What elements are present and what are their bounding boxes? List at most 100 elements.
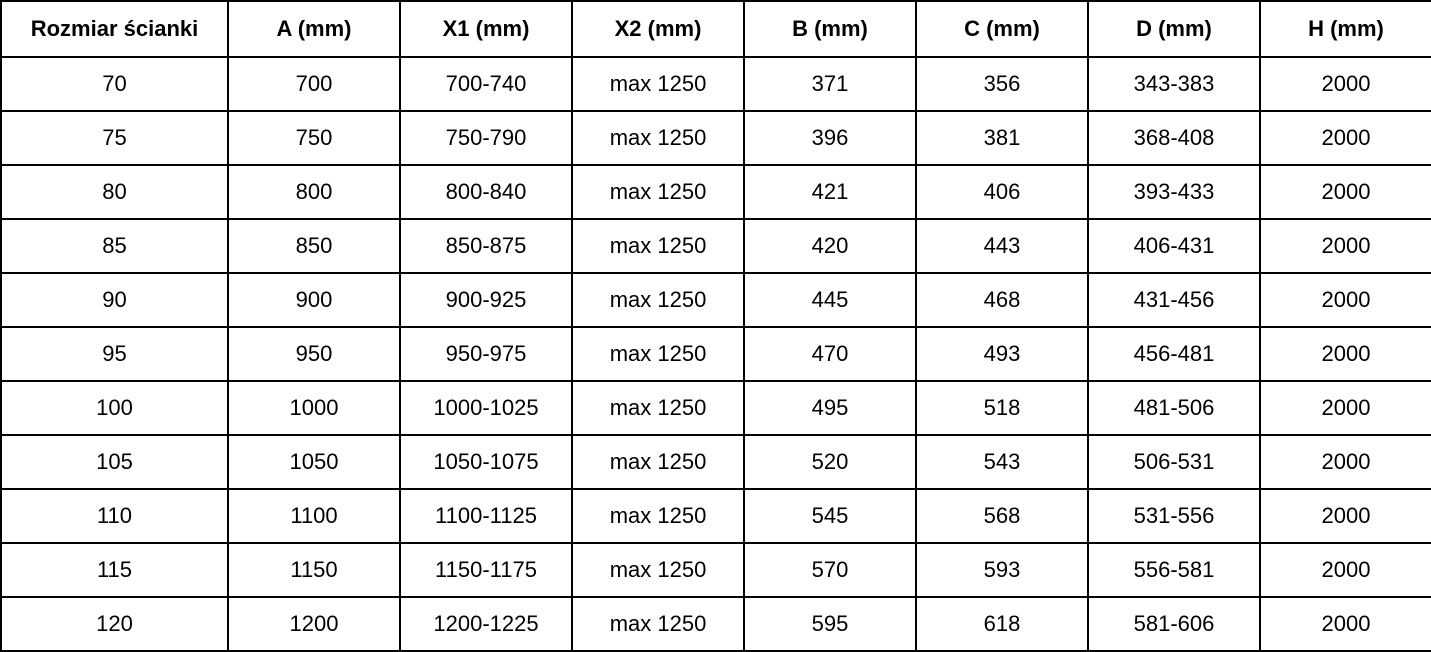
table-cell: 618 bbox=[915, 596, 1089, 652]
table-cell: 518 bbox=[915, 380, 1089, 436]
table-cell: 90 bbox=[0, 272, 229, 328]
table-cell: 2000 bbox=[1259, 434, 1431, 490]
table-cell: 356 bbox=[915, 56, 1089, 112]
table-cell: 120 bbox=[0, 596, 229, 652]
table-row: 120 1200 1200-1225 max 1250 595 618 581-606 200… bbox=[0, 596, 1431, 652]
table-cell: 406 bbox=[915, 164, 1089, 220]
table-row: 75 750 750-790 max 1250 396 381 368-408 2000 bbox=[0, 110, 1431, 166]
table-cell: 1150 bbox=[227, 542, 401, 598]
table-cell: 570 bbox=[743, 542, 917, 598]
table-cell: 105 bbox=[0, 434, 229, 490]
table-cell: 900 bbox=[227, 272, 401, 328]
table-cell: 393-433 bbox=[1087, 164, 1261, 220]
table-cell: 493 bbox=[915, 326, 1089, 382]
table-cell: max 1250 bbox=[571, 272, 745, 328]
table-cell: 2000 bbox=[1259, 380, 1431, 436]
table-cell: 481-506 bbox=[1087, 380, 1261, 436]
table-cell: 1050-1075 bbox=[399, 434, 573, 490]
table-cell: 445 bbox=[743, 272, 917, 328]
table-cell: 456-481 bbox=[1087, 326, 1261, 382]
table-row: 100 1000 1000-1025 max 1250 495 518 481-506 200… bbox=[0, 380, 1431, 436]
table-cell: 95 bbox=[0, 326, 229, 382]
table-cell: 2000 bbox=[1259, 218, 1431, 274]
table-row: 105 1050 1050-1075 max 1250 520 543 506-531 200… bbox=[0, 434, 1431, 490]
table-cell: 406-431 bbox=[1087, 218, 1261, 274]
table-cell: max 1250 bbox=[571, 110, 745, 166]
column-header-x2: X2 (mm) bbox=[571, 0, 745, 58]
table-cell: 2000 bbox=[1259, 488, 1431, 544]
table-cell: 70 bbox=[0, 56, 229, 112]
table-cell: 381 bbox=[915, 110, 1089, 166]
table-cell: 531-556 bbox=[1087, 488, 1261, 544]
table-cell: max 1250 bbox=[571, 488, 745, 544]
table-cell: 1100-1125 bbox=[399, 488, 573, 544]
column-header-rozmiar-scianki: Rozmiar ścianki bbox=[0, 0, 229, 58]
table-cell: 568 bbox=[915, 488, 1089, 544]
table-cell: max 1250 bbox=[571, 56, 745, 112]
table-cell: 2000 bbox=[1259, 164, 1431, 220]
table-cell: 2000 bbox=[1259, 56, 1431, 112]
table-cell: 1150-1175 bbox=[399, 542, 573, 598]
table-cell: max 1250 bbox=[571, 596, 745, 652]
table-header: Rozmiar ścianki A (mm) X1 (mm) X2 (mm) B (mm… bbox=[0, 0, 1431, 58]
table-cell: 850 bbox=[227, 218, 401, 274]
table-cell: 431-456 bbox=[1087, 272, 1261, 328]
table-cell: 543 bbox=[915, 434, 1089, 490]
table-cell: max 1250 bbox=[571, 542, 745, 598]
table-cell: 2000 bbox=[1259, 542, 1431, 598]
table-row: 80 800 800-840 max 1250 421 406 393-433 2000 bbox=[0, 164, 1431, 220]
column-header-a: A (mm) bbox=[227, 0, 401, 58]
table-cell: 506-531 bbox=[1087, 434, 1261, 490]
header-row: Rozmiar ścianki A (mm) X1 (mm) X2 (mm) B (mm… bbox=[0, 0, 1431, 58]
table-cell: 700-740 bbox=[399, 56, 573, 112]
table-cell: 470 bbox=[743, 326, 917, 382]
table-cell: 581-606 bbox=[1087, 596, 1261, 652]
table-cell: 420 bbox=[743, 218, 917, 274]
table-cell: 520 bbox=[743, 434, 917, 490]
table-cell: 110 bbox=[0, 488, 229, 544]
table-cell: 468 bbox=[915, 272, 1089, 328]
table-row: 95 950 950-975 max 1250 470 493 456-481 2000 bbox=[0, 326, 1431, 382]
table-cell: 900-925 bbox=[399, 272, 573, 328]
table-cell: 371 bbox=[743, 56, 917, 112]
table-cell: 85 bbox=[0, 218, 229, 274]
table-cell: 2000 bbox=[1259, 596, 1431, 652]
table-cell: 1200 bbox=[227, 596, 401, 652]
table-cell: 2000 bbox=[1259, 272, 1431, 328]
table-cell: 75 bbox=[0, 110, 229, 166]
table-cell: 800 bbox=[227, 164, 401, 220]
column-header-c: C (mm) bbox=[915, 0, 1089, 58]
table-cell: 100 bbox=[0, 380, 229, 436]
column-header-d: D (mm) bbox=[1087, 0, 1261, 58]
table-row: 85 850 850-875 max 1250 420 443 406-431 2000 bbox=[0, 218, 1431, 274]
table-cell: max 1250 bbox=[571, 380, 745, 436]
column-header-x1: X1 (mm) bbox=[399, 0, 573, 58]
table-row: 110 1100 1100-1125 max 1250 545 568 531-556 200… bbox=[0, 488, 1431, 544]
table-cell: max 1250 bbox=[571, 434, 745, 490]
table-cell: 595 bbox=[743, 596, 917, 652]
table-cell: 800-840 bbox=[399, 164, 573, 220]
table-cell: 2000 bbox=[1259, 326, 1431, 382]
table-cell: max 1250 bbox=[571, 218, 745, 274]
table-cell: 950-975 bbox=[399, 326, 573, 382]
table-cell: 750 bbox=[227, 110, 401, 166]
table-row: 70 700 700-740 max 1250 371 356 343-383 2000 bbox=[0, 56, 1431, 112]
table-cell: 443 bbox=[915, 218, 1089, 274]
table-cell: 700 bbox=[227, 56, 401, 112]
table-cell: 343-383 bbox=[1087, 56, 1261, 112]
table-cell: 556-581 bbox=[1087, 542, 1261, 598]
table-body: 70 700 700-740 max 1250 371 356 343-383 2000 75 7… bbox=[0, 56, 1431, 652]
table-cell: 950 bbox=[227, 326, 401, 382]
column-header-h: H (mm) bbox=[1259, 0, 1431, 58]
table-row: 115 1150 1150-1175 max 1250 570 593 556-581 200… bbox=[0, 542, 1431, 598]
table-cell: 545 bbox=[743, 488, 917, 544]
table-cell: 850-875 bbox=[399, 218, 573, 274]
column-header-b: B (mm) bbox=[743, 0, 917, 58]
table-cell: 368-408 bbox=[1087, 110, 1261, 166]
table-cell: 115 bbox=[0, 542, 229, 598]
table-cell: 421 bbox=[743, 164, 917, 220]
table-cell: 1000 bbox=[227, 380, 401, 436]
table-cell: max 1250 bbox=[571, 326, 745, 382]
